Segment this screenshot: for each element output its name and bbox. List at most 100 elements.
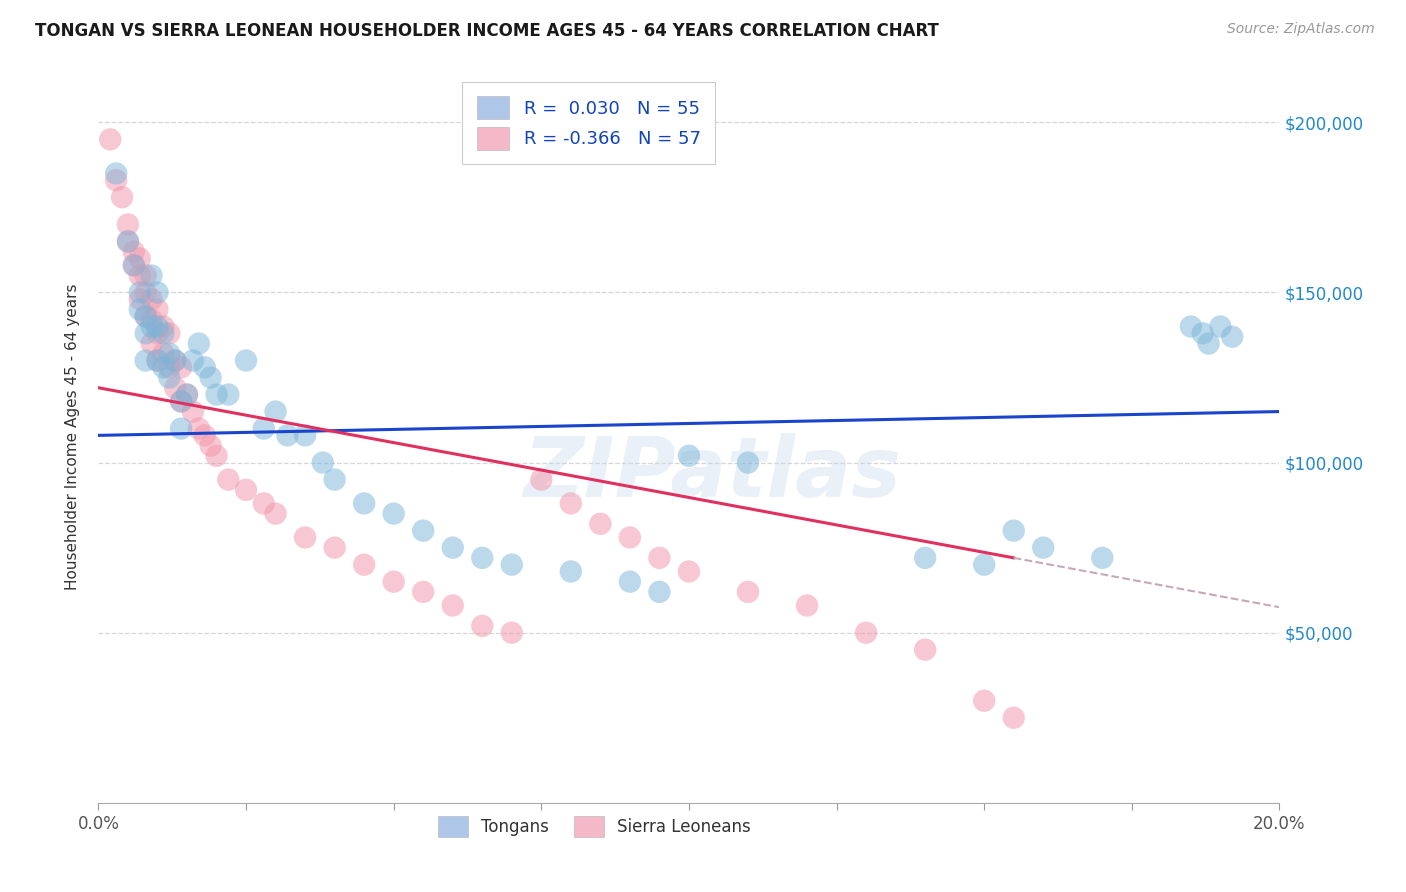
Point bbox=[382, 574, 405, 589]
Point bbox=[1032, 541, 1054, 555]
Point bbox=[181, 353, 204, 368]
Point bbox=[128, 252, 150, 266]
Point bbox=[146, 353, 169, 368]
Point bbox=[855, 625, 877, 640]
Point bbox=[441, 541, 464, 555]
Point bbox=[152, 319, 174, 334]
Point bbox=[146, 302, 169, 317]
Point bbox=[157, 360, 180, 375]
Point bbox=[648, 550, 671, 565]
Point bbox=[165, 353, 187, 368]
Point bbox=[157, 347, 180, 361]
Legend: Tongans, Sierra Leoneans: Tongans, Sierra Leoneans bbox=[429, 807, 759, 846]
Point bbox=[135, 268, 157, 283]
Point bbox=[276, 428, 298, 442]
Point bbox=[973, 558, 995, 572]
Point bbox=[264, 404, 287, 418]
Point bbox=[157, 326, 180, 341]
Point bbox=[589, 516, 612, 531]
Point bbox=[1002, 524, 1025, 538]
Point bbox=[353, 496, 375, 510]
Point bbox=[128, 268, 150, 283]
Point bbox=[135, 310, 157, 324]
Point bbox=[111, 190, 134, 204]
Point bbox=[678, 449, 700, 463]
Point bbox=[152, 347, 174, 361]
Point bbox=[353, 558, 375, 572]
Point bbox=[737, 456, 759, 470]
Point bbox=[117, 235, 139, 249]
Point bbox=[146, 285, 169, 300]
Point bbox=[412, 585, 434, 599]
Point bbox=[530, 473, 553, 487]
Point bbox=[200, 439, 222, 453]
Point bbox=[141, 312, 163, 326]
Point bbox=[1180, 319, 1202, 334]
Point bbox=[294, 428, 316, 442]
Point bbox=[187, 336, 209, 351]
Point bbox=[235, 483, 257, 497]
Point bbox=[157, 370, 180, 384]
Point bbox=[648, 585, 671, 599]
Point bbox=[165, 381, 187, 395]
Point bbox=[205, 387, 228, 401]
Point bbox=[122, 244, 145, 259]
Point bbox=[181, 404, 204, 418]
Point bbox=[135, 285, 157, 300]
Point bbox=[170, 394, 193, 409]
Point bbox=[117, 218, 139, 232]
Point bbox=[152, 326, 174, 341]
Point bbox=[471, 550, 494, 565]
Point bbox=[619, 531, 641, 545]
Point bbox=[323, 473, 346, 487]
Point bbox=[141, 293, 163, 307]
Point bbox=[128, 285, 150, 300]
Point bbox=[973, 694, 995, 708]
Point bbox=[170, 421, 193, 435]
Point bbox=[105, 173, 128, 187]
Text: TONGAN VS SIERRA LEONEAN HOUSEHOLDER INCOME AGES 45 - 64 YEARS CORRELATION CHART: TONGAN VS SIERRA LEONEAN HOUSEHOLDER INC… bbox=[35, 22, 939, 40]
Point bbox=[135, 326, 157, 341]
Point bbox=[122, 258, 145, 272]
Point bbox=[128, 293, 150, 307]
Point bbox=[141, 319, 163, 334]
Point bbox=[412, 524, 434, 538]
Point bbox=[122, 258, 145, 272]
Point bbox=[200, 370, 222, 384]
Point bbox=[1002, 711, 1025, 725]
Point bbox=[176, 387, 198, 401]
Point bbox=[501, 558, 523, 572]
Point bbox=[323, 541, 346, 555]
Point bbox=[501, 625, 523, 640]
Point bbox=[235, 353, 257, 368]
Point bbox=[135, 310, 157, 324]
Point bbox=[1091, 550, 1114, 565]
Y-axis label: Householder Income Ages 45 - 64 years: Householder Income Ages 45 - 64 years bbox=[65, 284, 80, 591]
Point bbox=[253, 421, 276, 435]
Text: Source: ZipAtlas.com: Source: ZipAtlas.com bbox=[1227, 22, 1375, 37]
Point bbox=[678, 565, 700, 579]
Point bbox=[165, 353, 187, 368]
Point bbox=[253, 496, 276, 510]
Point bbox=[619, 574, 641, 589]
Point bbox=[294, 531, 316, 545]
Point bbox=[1220, 329, 1243, 343]
Point bbox=[105, 166, 128, 180]
Point bbox=[1198, 336, 1220, 351]
Point bbox=[170, 394, 193, 409]
Point bbox=[146, 319, 169, 334]
Point bbox=[152, 360, 174, 375]
Point bbox=[914, 642, 936, 657]
Point bbox=[471, 619, 494, 633]
Point bbox=[128, 302, 150, 317]
Point bbox=[176, 387, 198, 401]
Point bbox=[560, 565, 582, 579]
Point bbox=[194, 428, 217, 442]
Point bbox=[382, 507, 405, 521]
Point bbox=[187, 421, 209, 435]
Point bbox=[217, 387, 239, 401]
Point bbox=[205, 449, 228, 463]
Text: ZIPatlas: ZIPatlas bbox=[523, 434, 901, 514]
Point bbox=[217, 473, 239, 487]
Point bbox=[194, 360, 217, 375]
